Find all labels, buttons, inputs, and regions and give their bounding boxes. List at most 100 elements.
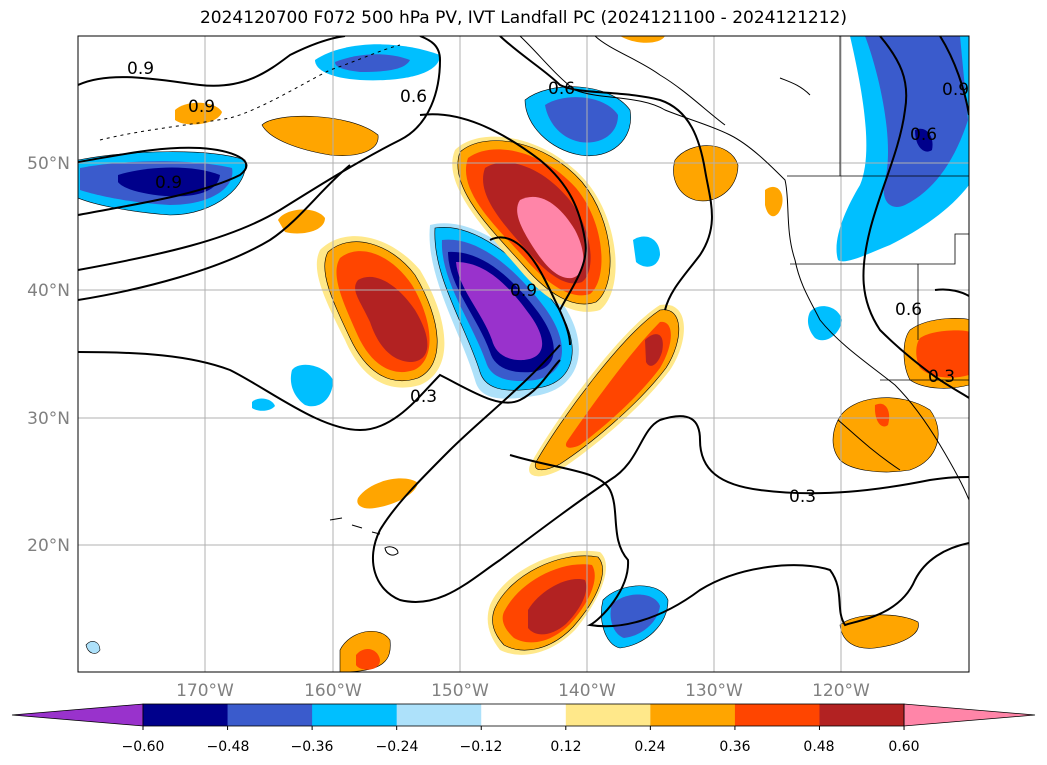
lon-label-170w: 170°W	[176, 681, 234, 701]
contour-label: 0.9	[510, 281, 537, 301]
contour-label: 0.6	[400, 87, 427, 107]
lat-label-20n: 20°N	[27, 536, 70, 556]
colorbar-tick-label: 0.48	[803, 739, 834, 755]
contour-label: 0.3	[410, 387, 437, 407]
shade-small-positive-2	[278, 209, 325, 234]
shade-tiny-negative	[85, 641, 101, 654]
colorbar-segment	[312, 704, 398, 726]
shade-small-positive-coast	[765, 186, 783, 217]
contour-label: 0.9	[188, 97, 215, 117]
contour-labels: 0.9 0.9 0.9 0.6 0.6 0.6 0.6 0.9 0.9 0.3 …	[127, 59, 969, 507]
colorbar-tick-label: −0.48	[207, 739, 250, 755]
lat-labels: 20°N 30°N 40°N 50°N	[27, 154, 70, 556]
colorbar-tick-label: −0.12	[460, 739, 503, 755]
contour-0.3-south	[371, 344, 969, 603]
chart-title: 2024120700 F072 500 hPa PV, IVT Landfall…	[199, 8, 847, 28]
shade-aleutian-negative-core	[335, 54, 410, 72]
lon-label-150w: 150°W	[431, 681, 489, 701]
colorbar-segment	[734, 704, 820, 726]
shade-ne-negative-core	[915, 128, 933, 152]
contour-label: 0.6	[895, 300, 922, 320]
contour-label: 0.3	[789, 487, 816, 507]
contour-label: 0.3	[928, 367, 955, 387]
contour-0.9-nw	[78, 36, 346, 87]
contour-0.9-west	[78, 146, 248, 216]
coastline-aleutians	[99, 44, 401, 141]
shade-south-positive-core	[528, 579, 587, 635]
colorbar-segment	[227, 704, 313, 726]
shade-ne-positive-core	[517, 196, 584, 279]
colorbar-tick-label: 0.24	[634, 739, 665, 755]
lat-label-30n: 30°N	[27, 409, 70, 429]
colorbar-segment	[481, 704, 567, 726]
colorbar-tick-label: 0.60	[888, 739, 919, 755]
shade-top-positive	[620, 36, 665, 43]
contour-0.3-mid	[78, 351, 561, 432]
contour-label: 0.9	[155, 173, 182, 193]
contour-label: 0.6	[910, 125, 937, 145]
colorbar-frame	[142, 703, 905, 727]
shade-band-core	[645, 334, 663, 366]
coastline-north-america	[519, 36, 969, 501]
coastline-hudson	[779, 77, 811, 96]
lon-label-130w: 130°W	[685, 681, 743, 701]
shade-small-negative-2	[290, 364, 333, 407]
colorbar-segment	[565, 704, 651, 726]
contour-0.9-center	[489, 236, 571, 346]
shade-baja-positive-core	[874, 403, 890, 427]
gridlines	[78, 36, 969, 672]
shade-goa-negative-core	[545, 97, 618, 143]
shade-central-positive-core	[355, 276, 428, 362]
colorbar-segment	[396, 704, 482, 726]
contour-0.6-west	[78, 36, 442, 271]
contour-0.6-east	[862, 36, 969, 399]
contour-label: 0.6	[548, 79, 575, 99]
contour-0.3-se	[509, 454, 969, 628]
shade-sw-us-positive-core	[916, 330, 969, 378]
coastline-baja	[837, 419, 901, 471]
shade-small-positive-west	[175, 102, 222, 125]
shade-central-negative-core	[456, 262, 543, 361]
border-state-1	[790, 233, 969, 265]
shade-band-inner	[565, 321, 671, 448]
colorbar-segment	[650, 704, 736, 726]
map-panel: 0.9 0.9 0.9 0.6 0.6 0.6 0.6 0.9 0.9 0.3 …	[77, 35, 970, 673]
colorbar-segment	[143, 704, 229, 726]
contour-label: 0.9	[127, 59, 154, 79]
colorbar-tick-label: −0.36	[291, 739, 334, 755]
contour-0.6-ne	[499, 36, 713, 311]
borders	[787, 36, 969, 381]
coastline-alaska-panhandle	[594, 36, 726, 126]
shade-se-positive	[839, 614, 919, 649]
shade-baja-positive	[832, 397, 939, 473]
contour-0.6-east-small	[934, 288, 969, 297]
shade-positive-north	[261, 115, 379, 156]
colorbar-tick-label: −0.60	[122, 739, 165, 755]
lat-label-50n: 50°N	[27, 154, 70, 174]
colorbar	[11, 703, 1036, 730]
coastline-hawaii	[384, 546, 399, 556]
shade-small-negative-1	[633, 236, 660, 267]
lon-label-140w: 140°W	[558, 681, 616, 701]
contour-0.3-west	[78, 164, 351, 301]
map-frame	[77, 35, 970, 673]
lat-label-40n: 40°N	[27, 281, 70, 301]
shade-small-positive-3	[357, 478, 418, 509]
shade-coast-negative	[807, 306, 842, 341]
colorbar-extend-left	[11, 703, 144, 727]
colorbar-ticks: −0.60 −0.48 −0.36 −0.24 −0.12 0.12 0.24 …	[122, 739, 920, 755]
shade-sw-positive-core	[356, 648, 380, 670]
lon-label-120w: 120°W	[812, 681, 870, 701]
shade-small-negative-3	[252, 398, 275, 411]
shade-west-negative-core	[118, 167, 220, 197]
shade-south-negative-core	[610, 594, 660, 638]
contours	[78, 36, 969, 628]
colorbar-tick-label: 0.36	[719, 739, 750, 755]
colorbar-tick-label: −0.24	[376, 739, 419, 755]
lon-label-160w: 160°W	[304, 681, 362, 701]
coastlines	[99, 36, 969, 556]
lon-labels: 170°W 160°W 150°W 140°W 130°W 120°W	[176, 681, 870, 701]
colorbar-segment	[819, 704, 905, 726]
contour-0.6-center	[419, 113, 587, 311]
